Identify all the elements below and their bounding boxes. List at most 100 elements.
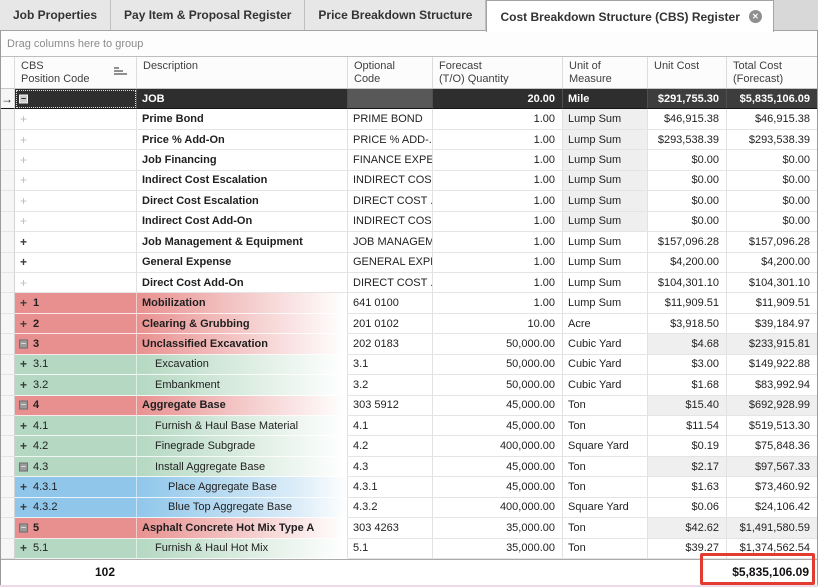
cell-opt[interactable]: DIRECT COST ... bbox=[348, 191, 433, 212]
cell-opt[interactable]: GENERAL EXPE... bbox=[348, 252, 433, 273]
cell-uom[interactable]: Ton bbox=[563, 538, 648, 560]
cell-description[interactable]: Furnish & Haul Hot Mix bbox=[137, 538, 348, 560]
cell-cbs-position-code[interactable]: −5 bbox=[15, 518, 137, 539]
cell-total-cost[interactable]: $97,567.33 bbox=[727, 456, 818, 478]
cell-cbs-position-code[interactable]: −3 bbox=[15, 334, 137, 355]
cell-unit-cost[interactable]: $1.68 bbox=[648, 375, 727, 396]
cell-uom[interactable]: Cubic Yard bbox=[563, 354, 648, 376]
cell-total-cost[interactable]: $11,909.51 bbox=[727, 293, 818, 314]
cell-total-cost[interactable]: $157,096.28 bbox=[727, 232, 818, 253]
cell-total-cost[interactable]: $233,915.81 bbox=[727, 334, 818, 355]
cell-unit-cost[interactable]: $0.00 bbox=[648, 150, 727, 171]
cell-qty[interactable]: 50,000.00 bbox=[433, 375, 563, 396]
column-header-qty[interactable]: Forecast (T/O) Quantity bbox=[433, 57, 563, 88]
cell-description[interactable]: Unclassified Excavation bbox=[137, 334, 348, 355]
cell-opt[interactable]: 4.3.1 bbox=[348, 477, 433, 498]
cell-cbs-position-code[interactable]: + bbox=[15, 109, 137, 130]
cell-description[interactable]: Job Financing bbox=[137, 150, 348, 171]
cell-unit-cost[interactable]: $46,915.38 bbox=[648, 109, 727, 130]
row-indicator[interactable] bbox=[0, 538, 15, 560]
cell-total-cost[interactable]: $46,915.38 bbox=[727, 109, 818, 130]
cell-total-cost[interactable]: $293,538.39 bbox=[727, 129, 818, 151]
cell-uom[interactable]: Lump Sum bbox=[563, 232, 648, 253]
cell-unit-cost[interactable]: $2.17 bbox=[648, 456, 727, 478]
cell-opt[interactable]: 5.1 bbox=[348, 538, 433, 560]
column-header-uc[interactable]: Unit Cost bbox=[648, 57, 727, 88]
cell-description[interactable]: Furnish & Haul Base Material bbox=[137, 416, 348, 437]
cell-total-cost[interactable]: $104,301.10 bbox=[727, 272, 818, 294]
cell-opt[interactable]: 202 0183 bbox=[348, 334, 433, 355]
cell-unit-cost[interactable]: $39.27 bbox=[648, 538, 727, 560]
expand-icon[interactable]: + bbox=[20, 214, 28, 229]
row-indicator[interactable]: → bbox=[0, 89, 15, 110]
cell-qty[interactable]: 45,000.00 bbox=[433, 477, 563, 498]
cell-uom[interactable]: Ton bbox=[563, 477, 648, 498]
expand-icon[interactable]: + bbox=[20, 132, 28, 147]
collapse-icon[interactable]: − bbox=[19, 338, 28, 349]
cell-description[interactable]: Price % Add-On bbox=[137, 129, 348, 151]
cell-cbs-position-code[interactable]: + bbox=[15, 232, 137, 253]
collapse-icon[interactable]: − bbox=[19, 399, 28, 410]
cell-unit-cost[interactable]: $1.63 bbox=[648, 477, 727, 498]
tab-pay-item-proposal-register[interactable]: Pay Item & Proposal Register bbox=[111, 0, 306, 30]
cell-opt[interactable] bbox=[348, 89, 433, 110]
cell-opt[interactable]: 4.3.2 bbox=[348, 497, 433, 519]
cell-opt[interactable]: 4.2 bbox=[348, 436, 433, 457]
cell-unit-cost[interactable]: $293,538.39 bbox=[648, 129, 727, 151]
cell-qty[interactable]: 45,000.00 bbox=[433, 416, 563, 437]
cell-uom[interactable]: Square Yard bbox=[563, 436, 648, 457]
cell-uom[interactable]: Lump Sum bbox=[563, 109, 648, 130]
cell-cbs-position-code[interactable]: + bbox=[15, 252, 137, 273]
column-header-uom[interactable]: Unit of Measure bbox=[563, 57, 648, 88]
expand-icon[interactable]: + bbox=[20, 173, 28, 188]
expand-icon[interactable]: + bbox=[20, 500, 28, 515]
expand-icon[interactable]: + bbox=[20, 418, 28, 433]
cell-total-cost[interactable]: $149,922.88 bbox=[727, 354, 818, 376]
cell-description[interactable]: Place Aggregate Base bbox=[137, 477, 348, 498]
cell-qty[interactable]: 1.00 bbox=[433, 129, 563, 151]
cell-cbs-position-code[interactable]: +5.1 bbox=[15, 538, 137, 560]
cell-total-cost[interactable]: $4,200.00 bbox=[727, 252, 818, 273]
cell-cbs-position-code[interactable]: +2 bbox=[15, 313, 137, 335]
expand-icon[interactable]: + bbox=[20, 377, 28, 392]
row-indicator[interactable] bbox=[0, 211, 15, 233]
cell-unit-cost[interactable]: $4.68 bbox=[648, 334, 727, 355]
row-indicator[interactable] bbox=[0, 232, 15, 253]
cell-cbs-position-code[interactable]: − bbox=[15, 89, 137, 110]
cell-qty[interactable]: 1.00 bbox=[433, 232, 563, 253]
cell-opt[interactable]: 201 0102 bbox=[348, 313, 433, 335]
cell-opt[interactable]: 641 0100 bbox=[348, 293, 433, 314]
cell-qty[interactable]: 10.00 bbox=[433, 313, 563, 335]
cell-description[interactable]: JOB bbox=[137, 89, 348, 110]
cell-unit-cost[interactable]: $0.19 bbox=[648, 436, 727, 457]
cell-total-cost[interactable]: $0.00 bbox=[727, 170, 818, 192]
cell-cbs-position-code[interactable]: + bbox=[15, 150, 137, 171]
cell-uom[interactable]: Lump Sum bbox=[563, 191, 648, 212]
cell-description[interactable]: Indirect Cost Add-On bbox=[137, 211, 348, 233]
cell-unit-cost[interactable]: $0.00 bbox=[648, 211, 727, 233]
cell-uom[interactable]: Ton bbox=[563, 518, 648, 539]
cell-total-cost[interactable]: $1,491,580.59 bbox=[727, 518, 818, 539]
row-indicator[interactable] bbox=[0, 170, 15, 192]
cell-description[interactable]: Embankment bbox=[137, 375, 348, 396]
cell-qty[interactable]: 1.00 bbox=[433, 293, 563, 314]
cell-uom[interactable]: Lump Sum bbox=[563, 293, 648, 314]
cell-uom[interactable]: Cubic Yard bbox=[563, 334, 648, 355]
cell-unit-cost[interactable]: $15.40 bbox=[648, 395, 727, 416]
cell-cbs-position-code[interactable]: +4.3.2 bbox=[15, 497, 137, 519]
row-indicator[interactable] bbox=[0, 252, 15, 273]
collapse-icon[interactable]: − bbox=[19, 522, 28, 533]
collapse-icon[interactable]: − bbox=[19, 93, 28, 104]
cell-qty[interactable]: 20.00 bbox=[433, 89, 563, 110]
cell-uom[interactable]: Lump Sum bbox=[563, 252, 648, 273]
cell-opt[interactable]: 4.3 bbox=[348, 456, 433, 478]
cell-cbs-position-code[interactable]: + bbox=[15, 170, 137, 192]
cell-qty[interactable]: 1.00 bbox=[433, 150, 563, 171]
cell-qty[interactable]: 45,000.00 bbox=[433, 395, 563, 416]
cell-opt[interactable]: 3.2 bbox=[348, 375, 433, 396]
row-indicator[interactable] bbox=[0, 518, 15, 539]
cell-qty[interactable]: 1.00 bbox=[433, 272, 563, 294]
row-indicator[interactable] bbox=[0, 375, 15, 396]
cell-cbs-position-code[interactable]: + bbox=[15, 191, 137, 212]
cell-unit-cost[interactable]: $0.06 bbox=[648, 497, 727, 519]
